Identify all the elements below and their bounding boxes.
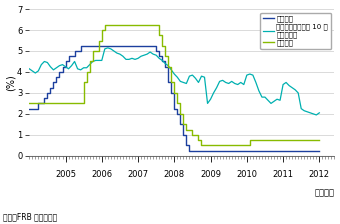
Text: （年月）: （年月）	[314, 188, 335, 197]
Text: 資料：FRB から作成。: 資料：FRB から作成。	[3, 213, 58, 222]
Legend: 政策金利, 長期金利（米国債 10 年
物利回り）, 公定歩合: 政策金利, 長期金利（米国債 10 年 物利回り）, 公定歩合	[260, 13, 331, 49]
Bar	[29, 156, 335, 170]
Y-axis label: (%): (%)	[5, 74, 16, 91]
